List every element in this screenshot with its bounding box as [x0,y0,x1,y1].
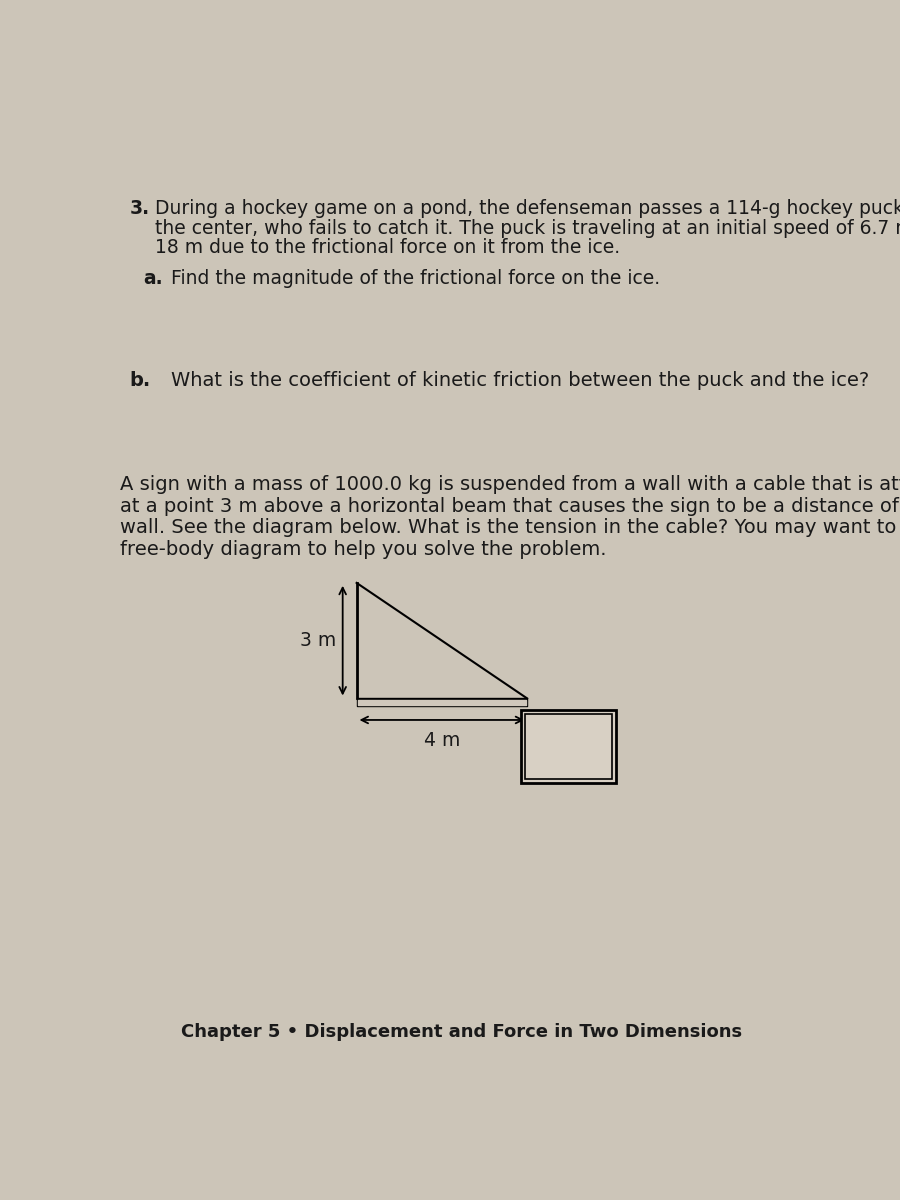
Text: a.: a. [143,269,163,288]
Text: 18 m due to the frictional force on it from the ice.: 18 m due to the frictional force on it f… [155,238,620,257]
Text: A sign with a mass of 1000.0 kg is suspended from a wall with a cable that is at: A sign with a mass of 1000.0 kg is suspe… [121,475,900,494]
Text: wall. See the diagram below. What is the tension in the cable? You may want to d: wall. See the diagram below. What is the… [121,518,900,538]
Text: During a hockey game on a pond, the defenseman passes a 114-g hockey puck over t: During a hockey game on a pond, the defe… [155,199,900,218]
Bar [521,710,616,784]
Text: 3 m: 3 m [301,631,337,650]
Bar [525,714,612,779]
Text: at a point 3 m above a horizontal beam that causes the sign to be a distance of : at a point 3 m above a horizontal beam t… [121,497,900,516]
Text: What is the coefficient of kinetic friction between the puck and the ice?: What is the coefficient of kinetic frict… [171,371,868,390]
Text: 3.: 3. [130,199,149,218]
Text: the center, who fails to catch it. The puck is traveling at an initial speed of : the center, who fails to catch it. The p… [155,218,900,238]
Text: free-body diagram to help you solve the problem.: free-body diagram to help you solve the … [121,540,607,559]
Text: Find the magnitude of the frictional force on the ice.: Find the magnitude of the frictional for… [171,269,660,288]
Text: b.: b. [130,371,151,390]
Text: 4 m: 4 m [424,731,460,750]
Text: 1000.0 kg: 1000.0 kg [521,737,616,756]
Text: Chapter 5 • Displacement and Force in Two Dimensions: Chapter 5 • Displacement and Force in Tw… [181,1024,742,1042]
